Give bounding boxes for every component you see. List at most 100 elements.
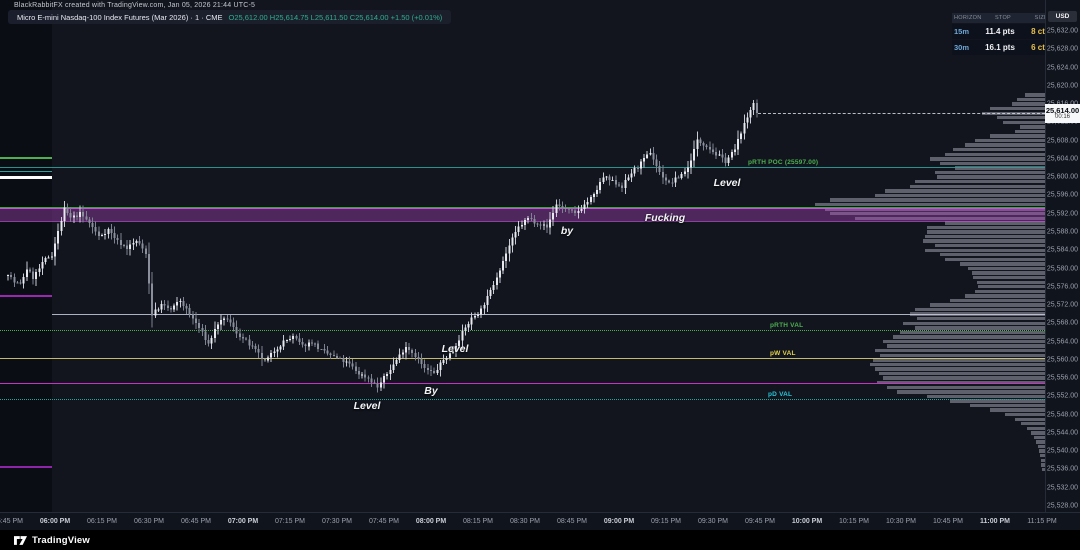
text-annotation[interactable]: Level [353,400,381,412]
time-tick: 10:00 PM [791,518,823,525]
volume-profile-bar [935,243,1045,248]
time-tick: 10:30 PM [886,518,916,525]
volume-profile-bar [879,371,1045,376]
time-tick: 10:15 PM [839,518,869,525]
price-tick: 25,552.00 [1046,392,1078,400]
volume-profile-bar [940,161,1045,166]
price-tick: 25,576.00 [1046,283,1078,291]
volume-profile-bar [950,399,1045,403]
volume-profile-bar [970,403,1045,408]
price-tick: 25,592.00 [1046,210,1078,218]
stats-row: 30m 16.1 pts 6 ctr [952,40,1048,55]
volume-profile-bar [1034,435,1045,440]
level-label: pD VAL [768,390,793,398]
left-level-line [0,156,52,159]
volume-profile-bar [1005,412,1045,417]
volume-profile-bar [915,326,1045,330]
volume-profile-bar [1041,463,1045,467]
volume-profile-bar [990,134,1045,138]
stop-size-table: HORIZON STOP SIZE 15m 11.4 pts 8 ctr 30m 16.… [952,13,1048,55]
volume-profile-bar [972,271,1045,275]
text-annotation[interactable]: by [560,225,574,237]
time-tick: 09:00 PM [603,518,635,525]
price-axis[interactable]: 25,632.00 25,628.00 25,624.00 25,620.00 25,6… [1045,0,1080,512]
volume-profile-bar [870,362,1045,367]
volume-profile-bar [883,376,1045,380]
price-tick: 25,580.00 [1046,265,1078,272]
text-annotation[interactable]: Level [441,343,469,355]
volume-profile-bar [1038,444,1045,449]
level-label: pRTH POC (25597.00) [748,158,819,166]
col-stop: STOP [994,15,1012,21]
volume-profile-bar [1041,458,1045,463]
level-line [0,382,1045,384]
volume-profile-bar [1012,102,1045,106]
left-level-line [0,466,52,469]
tradingview-logo-icon [14,535,27,545]
time-tick: 11:00 PM [980,518,1010,525]
text-annotation[interactable]: Level [713,177,741,189]
volume-profile-bar [982,111,1045,115]
volume-profile-bar [1003,120,1045,125]
price-tick: 25,568.00 [1046,319,1078,327]
tradingview-logo[interactable]: TradingView [14,534,90,547]
volume-profile-bar [875,367,1045,371]
bar-countdown: 00:16 [1054,114,1070,121]
time-tick: 08:45 PM [557,518,587,525]
stats-row: 15m 11.4 pts 8 ctr [952,24,1048,39]
volume-profile-bar [877,380,1045,385]
price-tick: 25,548.00 [1046,411,1078,419]
volume-profile-bar [1027,426,1045,431]
price-tick: 25,560.00 [1046,356,1078,364]
volume-profile-bar [915,180,1045,184]
chart-canvas[interactable]: pRTH POC (25597.00) pRTH VAL pW VAL pD VAL … [0,0,1045,512]
level-label: pRTH VAL [770,322,804,330]
left-level-line [0,175,52,179]
volume-profile-bar [990,106,1045,111]
volume-profile-bar [897,390,1045,394]
symbol-info-bar[interactable]: Micro E-mini Nasdaq-100 Index Futures (M… [8,10,452,24]
volume-profile-bar [925,234,1045,239]
time-axis[interactable]: 05:45 PM 06:00 PM 06:15 PM 06:30 PM 06:45 PM… [0,512,1080,531]
time-tick: 07:15 PM [275,518,305,525]
time-tick: 08:30 PM [510,518,540,525]
time-tick: 08:15 PM [463,518,493,525]
price-tick: 25,572.00 [1046,301,1078,309]
time-tick: 07:45 PM [369,518,399,525]
level-label: pW VAL [770,349,796,357]
volume-profile-bar [975,289,1045,294]
volume-profile-bar [1042,467,1045,472]
price-tick: 25,584.00 [1046,246,1078,254]
price-tick: 25,624.00 [1046,64,1078,72]
volume-profile-bar [945,152,1045,156]
volume-profile-bar [945,221,1045,225]
volume-profile-bar [1020,125,1045,129]
volume-profile-bar [927,230,1045,234]
text-annotation[interactable]: By [424,385,438,397]
volume-profile-bar [960,262,1045,266]
volume-profile-bar [910,184,1045,188]
level-line [0,206,1045,208]
currency-toggle-button[interactable]: USD [1048,11,1077,22]
volume-profile-bar [975,138,1045,143]
text-annotation[interactable]: Fucking [644,212,686,224]
volume-profile-bar [830,211,1045,216]
level-line [0,357,1045,359]
level-line [52,314,1045,316]
price-tick: 25,620.00 [1046,82,1078,90]
time-tick: 09:45 PM [745,518,775,525]
pre-session-shade [0,0,52,512]
volume-profile-bar [990,408,1045,412]
volume-profile-bar [1040,454,1045,458]
price-tick: 25,564.00 [1046,338,1078,346]
volume-profile-bar [965,294,1045,298]
volume-profile-bar [953,148,1045,152]
price-tick: 25,608.00 [1046,137,1078,145]
volume-profile-bar [887,385,1045,389]
time-tick: 06:30 PM [134,518,164,525]
col-horizon: HORIZON [954,15,982,21]
volume-profile-bar [1021,422,1045,426]
volume-profile-bar [915,307,1045,312]
price-tick: 25,600.00 [1046,173,1078,181]
volume-profile-bar [968,266,1045,271]
